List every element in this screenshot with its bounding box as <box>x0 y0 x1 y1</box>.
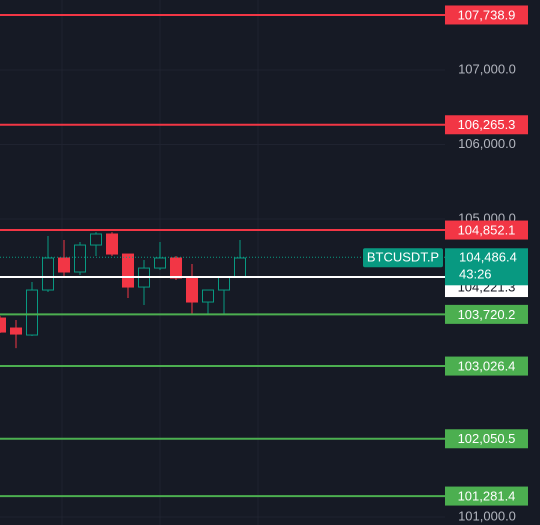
symbol-box <box>363 248 443 268</box>
last-price-label: 104,486.4 <box>459 250 517 265</box>
candle-body <box>218 276 230 291</box>
candle-body <box>42 257 54 291</box>
level-label-box <box>445 356 528 376</box>
candle-body <box>202 289 214 303</box>
candle-body <box>26 289 38 336</box>
candle-body <box>234 257 246 278</box>
symbol-label: BTCUSDT.P <box>367 250 439 265</box>
y-tick-label: 107,000.0 <box>458 61 516 76</box>
level-label: 102,050.5 <box>458 431 516 446</box>
countdown: 43:26 <box>459 267 492 282</box>
level-label-box <box>445 115 528 135</box>
candle-body <box>122 253 134 288</box>
candle-body <box>106 233 118 255</box>
candle-body <box>58 257 70 273</box>
level-label-box <box>445 429 528 449</box>
candle-body <box>74 244 86 273</box>
level-label: 101,281.4 <box>458 489 516 504</box>
level-label: 106,265.3 <box>458 117 516 132</box>
level-label: 104,852.1 <box>458 222 516 237</box>
candle-body <box>10 327 22 335</box>
candle-body <box>186 277 198 303</box>
y-tick-label: 101,000.0 <box>458 508 516 523</box>
level-label-box <box>445 5 528 25</box>
level-label-box <box>445 220 528 240</box>
last-price-box <box>445 248 528 286</box>
level-label: 107,738.9 <box>458 7 516 22</box>
level-label-box <box>445 304 528 324</box>
candle-body <box>0 317 6 333</box>
candle-body <box>90 233 102 246</box>
level-label-box <box>445 486 528 506</box>
candle-body <box>170 257 182 279</box>
level-label: 103,026.4 <box>458 358 516 373</box>
y-tick-label: 106,000.0 <box>458 136 516 151</box>
candle-body <box>154 257 166 269</box>
level-label: 103,720.2 <box>458 307 516 322</box>
